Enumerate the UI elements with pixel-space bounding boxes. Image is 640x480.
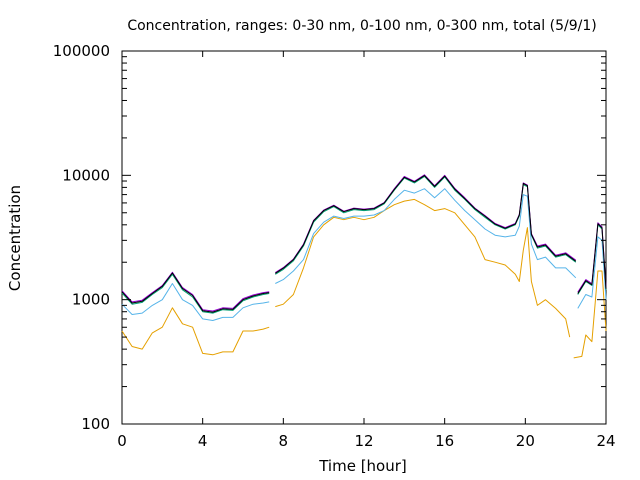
series-layer bbox=[121, 174, 607, 359]
x-tick-label: 4 bbox=[198, 432, 208, 450]
x-tick-label: 16 bbox=[435, 432, 454, 450]
x-tick-label: 12 bbox=[354, 432, 373, 450]
x-tick-label: 20 bbox=[516, 432, 535, 450]
series-line-5 bbox=[121, 175, 607, 313]
x-axis-title: Time [hour] bbox=[318, 457, 407, 475]
x-tick-label: 0 bbox=[117, 432, 127, 450]
x-tick-label: 24 bbox=[596, 432, 615, 450]
ticks-layer: 0 4 8 12 16 20 24 100 1000 10000 100000 bbox=[53, 42, 616, 450]
series-line-2 bbox=[121, 188, 607, 321]
chart-title: Concentration, ranges: 0-30 nm, 0-100 nm… bbox=[127, 18, 596, 34]
y-tick-label: 10000 bbox=[62, 166, 110, 184]
y-tick-label: 1000 bbox=[72, 291, 110, 309]
x-tick-label: 8 bbox=[279, 432, 289, 450]
y-axis-title: Concentration bbox=[6, 185, 24, 291]
y-tick-label: 100 bbox=[81, 415, 110, 433]
y-tick-label: 100000 bbox=[53, 42, 110, 60]
series-line-3 bbox=[121, 175, 607, 314]
series-line-1 bbox=[121, 198, 607, 359]
